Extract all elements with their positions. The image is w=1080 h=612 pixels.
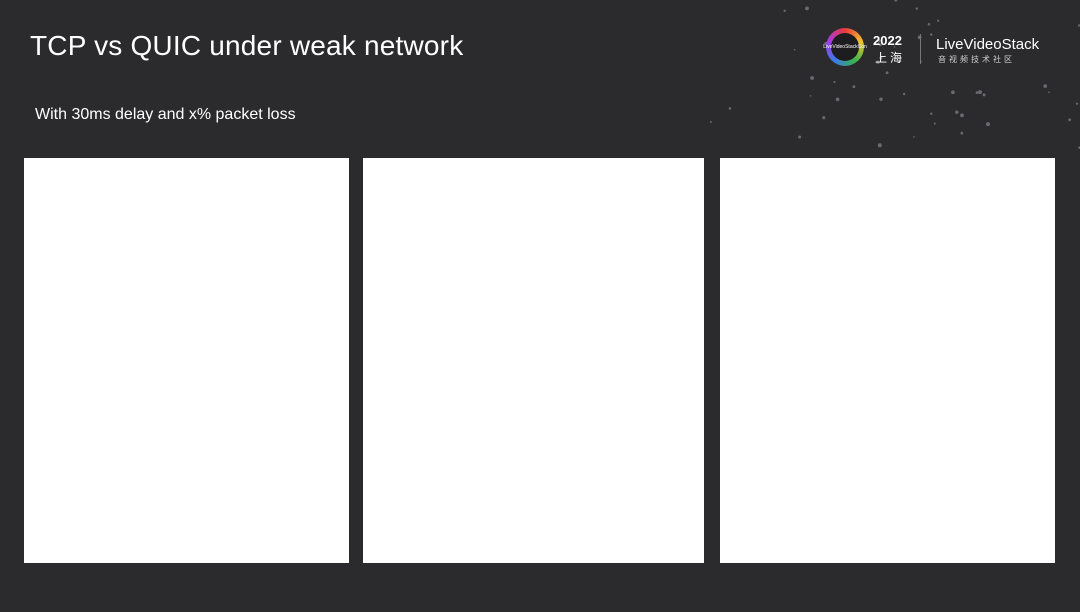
panel-10pct (720, 158, 1055, 563)
decor-dot (1068, 118, 1072, 122)
decor-dot (902, 92, 906, 96)
decor-dot (960, 131, 964, 135)
decor-dot (879, 97, 883, 101)
decor-dot (877, 39, 881, 43)
logo-brand: LiveVideoStack (936, 36, 1040, 53)
logo-year: 2022 (873, 33, 902, 48)
decor-dot (783, 9, 786, 12)
conference-logo: LiveVideoStackCon 2022 上海 LiveVideoStack… (823, 28, 1056, 72)
decor-dot (955, 110, 959, 114)
decor-dot (1077, 24, 1080, 27)
decor-dot (982, 93, 986, 97)
decor-dot (978, 90, 982, 95)
decor-dot (893, 46, 896, 48)
decor-dot (852, 85, 856, 89)
decor-dot (835, 97, 840, 102)
decor-dot (930, 112, 933, 115)
slide-title: TCP vs QUIC under weak network (30, 30, 464, 61)
decor-dot (915, 7, 919, 10)
logo-city: 上海 (875, 51, 906, 65)
decor-dot (798, 135, 802, 139)
decor-dot (805, 6, 809, 11)
decor-dot (879, 56, 883, 60)
decor-dot (1043, 84, 1047, 88)
decor-dot (929, 33, 933, 36)
decor-dot (877, 143, 882, 148)
decor-dot (937, 19, 940, 22)
decor-dot (975, 91, 979, 94)
logo-brand-subtitle: 音视频技术社区 (938, 55, 1015, 64)
panel-0pct (24, 158, 349, 563)
decor-dot (986, 122, 990, 127)
decor-dot (878, 43, 882, 47)
decor-dot (927, 23, 931, 26)
decor-dot (894, 0, 898, 2)
logo-badge-text: LiveVideoStackCon (823, 33, 867, 61)
decor-dot (1075, 102, 1079, 105)
decor-dot (810, 76, 814, 80)
decor-dot (933, 122, 936, 125)
decor-dot (728, 107, 732, 110)
slide-subtitle: With 30ms delay and x% packet loss (35, 106, 296, 123)
decor-dot (793, 48, 796, 51)
decor-dot (913, 136, 915, 138)
decor-dot (709, 121, 712, 123)
decor-dot (885, 71, 889, 75)
decor-dot (833, 81, 836, 84)
decor-dot (809, 95, 812, 97)
decor-dot (951, 90, 955, 95)
decor-dot (822, 116, 826, 120)
decor-dot (960, 113, 964, 118)
decor-dot (876, 60, 880, 64)
panel-5pct (363, 158, 704, 563)
decor-dot (1048, 91, 1050, 94)
conference-ring-logo: LiveVideoStackCon (823, 28, 867, 66)
logo-divider (920, 34, 921, 64)
